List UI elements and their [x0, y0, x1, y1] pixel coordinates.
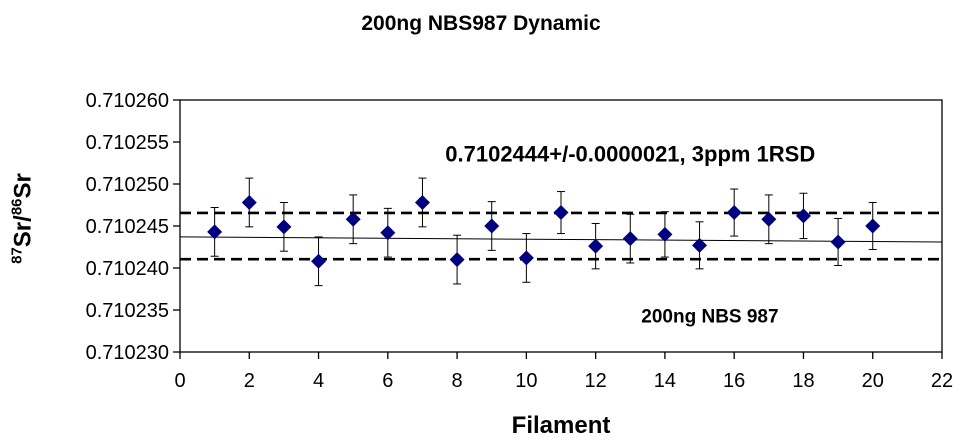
data-point [311, 253, 327, 269]
y-tick-label: 0.710255 [86, 132, 169, 154]
y-tick-label: 0.710235 [86, 300, 169, 322]
x-tick-label: 14 [654, 370, 676, 392]
data-point [726, 205, 742, 221]
y-tick-label: 0.710240 [86, 258, 169, 280]
y-tick-label: 0.710250 [86, 174, 169, 196]
y-tick-label: 0.710245 [86, 216, 169, 238]
data-point [484, 218, 500, 234]
data-point [241, 194, 257, 210]
x-axis-label: Filament [511, 412, 611, 439]
x-tick-label: 8 [452, 370, 463, 392]
x-tick-label: 12 [585, 370, 607, 392]
data-point [380, 225, 396, 241]
data-point [761, 211, 777, 227]
x-tick-label: 10 [515, 370, 537, 392]
x-tick-label: 18 [792, 370, 814, 392]
sample-annotation: 200ng NBS 987 [641, 307, 778, 328]
data-point [795, 208, 811, 224]
x-tick-label: 4 [313, 370, 324, 392]
data-point [830, 234, 846, 250]
data-point [207, 224, 223, 240]
data-point [865, 218, 881, 234]
data-point [414, 194, 430, 210]
chart-title: 200ng NBS987 Dynamic [361, 12, 601, 35]
y-tick-label: 0.710230 [86, 342, 169, 364]
data-point [622, 231, 638, 247]
x-tick-label: 22 [931, 370, 953, 392]
trend-line [179, 236, 943, 243]
data-point [518, 250, 534, 266]
y-tick-label: 0.710260 [86, 90, 169, 112]
data-point [692, 237, 708, 253]
x-tick-label: 0 [174, 370, 185, 392]
data-point [276, 219, 292, 235]
x-tick-label: 2 [244, 370, 255, 392]
x-tick-label: 6 [382, 370, 393, 392]
x-tick-label: 20 [862, 370, 884, 392]
data-point [657, 226, 673, 242]
data-point [449, 252, 465, 268]
data-point [553, 205, 569, 221]
data-point [345, 211, 361, 227]
x-tick-label: 16 [723, 370, 745, 392]
data-point [588, 238, 604, 254]
stats-annotation: 0.7102444+/-0.0000021, 3ppm 1RSD [445, 141, 815, 166]
